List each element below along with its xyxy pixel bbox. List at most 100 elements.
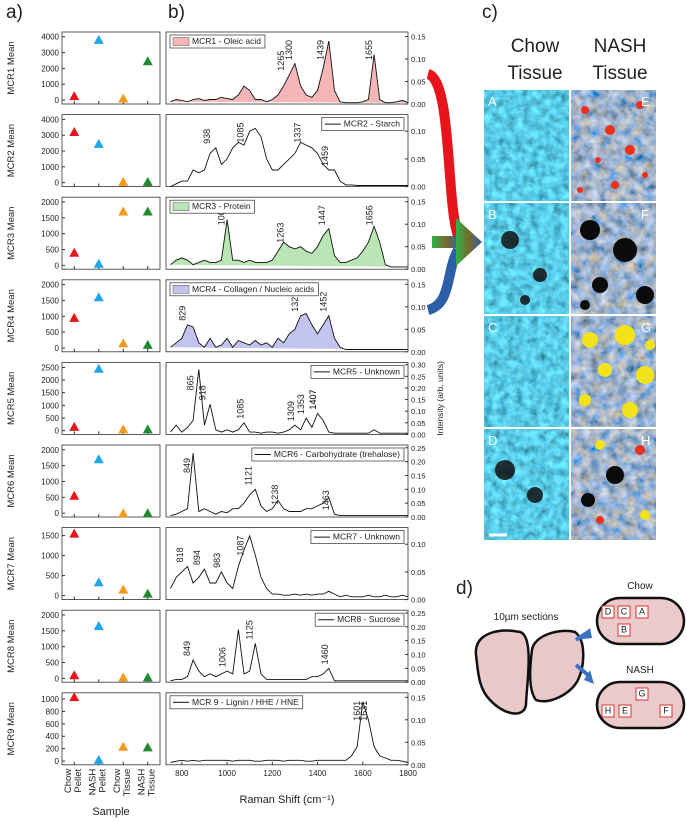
tile-label: D [488,433,497,448]
x-tick-label: Tissue [147,769,158,797]
peak-label: 1439 [315,40,325,60]
tile-label: E [641,94,650,109]
marker [118,584,129,594]
legend-box [251,447,405,462]
y-tick-label: 500 [46,493,60,502]
marker [69,490,80,500]
section-box-label: H [605,705,612,715]
y-tick-label: 1500 [41,214,59,223]
y-tick-label: 0.00 [411,265,426,274]
plot-frame [165,31,409,105]
peak-label: 1407 [308,389,318,409]
y-tick-label: 500 [46,414,60,423]
peak-label: 1460 [320,644,330,664]
y-tick-label: 0 [55,592,60,601]
y-tick-label: 0.10 [411,485,426,494]
y-tick-label: 0.10 [411,127,426,136]
y-tick-label: 0 [55,509,60,518]
y-tick-label: 1000 [41,312,59,321]
peak-label: 938 [202,129,212,144]
peak-label: 1655 [364,40,374,60]
tile-label: G [641,320,651,335]
section-diagram [474,596,686,730]
marker [93,258,104,268]
y-tick-label: 0.25 [411,372,426,381]
peak-label: 1238 [270,485,280,505]
x-tick-label: Pellet [73,768,84,792]
y-tick-label: 0.10 [411,716,426,725]
x-tick-label: NASH [88,769,99,796]
y-tick-label: 0.15 [411,33,426,42]
y-tick-label: 2000 [41,446,59,455]
plot-frame [165,361,409,435]
y-tick-label: 0.05 [411,155,426,164]
legend-label: MCR8 - Sucrose [337,614,400,624]
y-tick-label: 0 [55,757,60,766]
marker [69,127,80,137]
y-tick-label: 0.15 [411,471,426,480]
panel-label: d) [456,578,473,599]
marker [93,621,104,631]
peak-label: 1447 [317,205,327,225]
y-tick-label: 0.05 [411,243,426,252]
tile-label: A [488,94,497,109]
spectrum [170,534,409,598]
y-tick-label: 1500 [41,389,59,398]
x-tick-label: 1800 [399,769,417,778]
spectrum [170,312,408,350]
y-tick-label: 0.05 [411,738,426,747]
y-tick-label: 3000 [41,49,59,58]
marker [118,206,129,216]
y-tick-label: 1500 [41,532,59,541]
y-tick-label: 500 [46,328,60,337]
y-tick-label: 0 [55,427,60,436]
marker [142,508,153,518]
y-axis-label: MCR6 Mean [6,454,17,507]
marker [118,424,129,434]
y-axis-label: Intensity (arb. units) [435,361,445,436]
column-header: Chow [511,36,560,57]
peak-label: 1337 [292,123,302,143]
marker [69,528,80,538]
section-box-label: F [663,705,669,715]
y-tick-label: 1000 [41,80,59,89]
marker [118,93,129,103]
y-tick-label: 2000 [41,147,59,156]
legend-label: MCR7 - Unknown [333,532,400,542]
y-tick-label: 0.05 [411,568,426,577]
legend-box [321,117,405,131]
marker [69,692,80,702]
spectrum [170,629,408,682]
y-tick-label: 0.10 [411,651,426,660]
plot-frame [165,692,409,766]
marker [69,670,80,680]
peak-label: 865 [186,375,196,390]
peak-label: 1631 [359,701,369,721]
micrograph-grid [484,90,656,540]
marker [118,741,129,751]
y-tick-label: 0.20 [411,384,426,393]
y-tick-label: 1000 [41,477,59,486]
peak-label: 918 [198,385,208,400]
peak-label: 1353 [296,394,306,414]
y-tick-label: 0.20 [411,458,426,467]
legend-box [310,365,405,379]
column-header: NASH [594,36,647,57]
peak-label: 1463 [321,490,331,510]
plot-frame [165,114,409,187]
spectrum [170,369,408,434]
marker [93,754,104,764]
y-axis-label: MCR7 Mean [6,537,17,590]
marker [142,742,153,752]
y-axis-label: MCR4 Mean [6,289,17,342]
y-axis-label: MCR8 Mean [6,620,17,673]
y-tick-label: 0 [55,96,60,105]
y-tick-label: 2500 [41,363,59,372]
y-tick-label: 1000 [41,643,59,652]
y-tick-label: 0.30 [411,361,426,370]
tile-label: C [488,320,497,335]
diagram-label: NASH [626,665,654,676]
column-header: Tissue [592,63,647,84]
plot-frame [165,609,409,683]
